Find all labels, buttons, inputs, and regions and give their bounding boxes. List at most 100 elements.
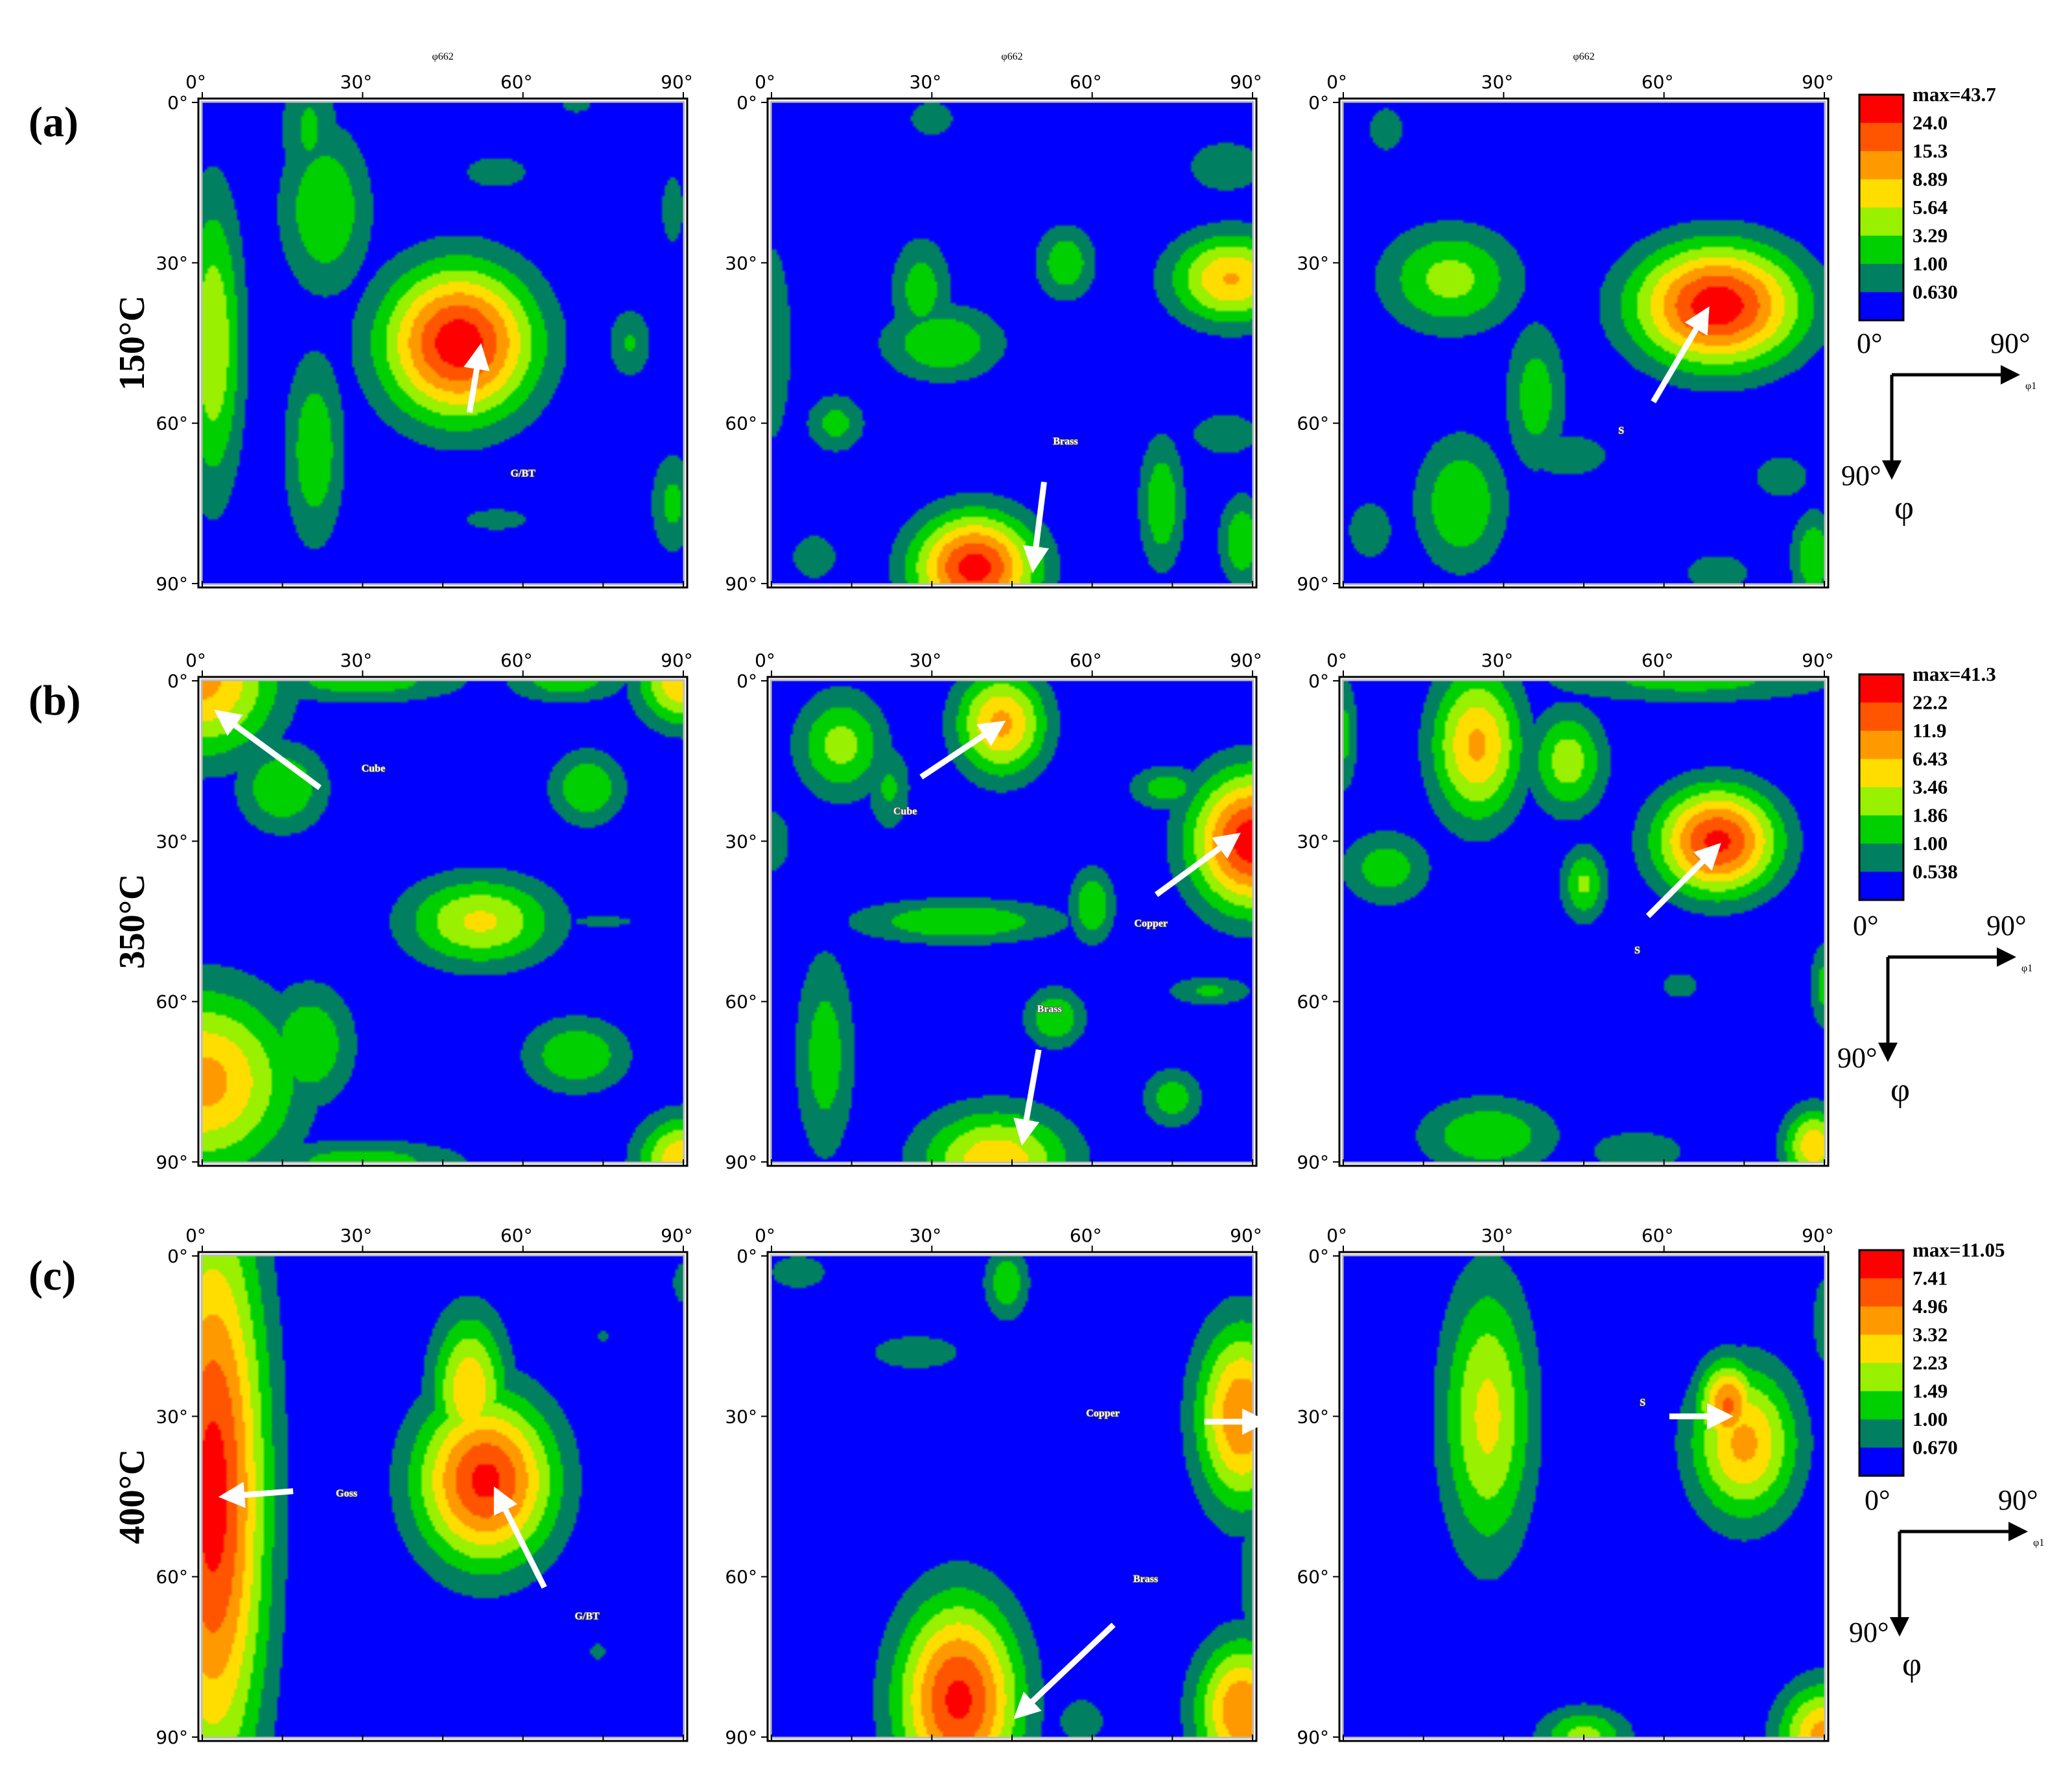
axis-key-y-symbol: φ xyxy=(1890,1072,1910,1109)
legend-level-label: 3.46 xyxy=(1913,775,1948,798)
y-tick-label: 0° xyxy=(167,92,188,113)
y-tick-label: 30° xyxy=(1297,252,1329,274)
annotation-label: G/B58T xyxy=(511,468,536,479)
legend-swatch xyxy=(1859,787,1903,816)
annotation-arrow xyxy=(919,720,1006,780)
legend-swatch xyxy=(1859,815,1903,844)
annotation-label: Goss58 xyxy=(336,1488,357,1499)
annotation-arrow xyxy=(218,1482,294,1508)
y-tick-label: 60° xyxy=(725,991,757,1013)
x-tick-label: 90° xyxy=(1230,71,1262,93)
x-tick-label: 90° xyxy=(1230,650,1262,671)
x-tick-label: 30° xyxy=(910,1225,942,1246)
annotation-label: Cube58 xyxy=(893,806,917,817)
annotation-arrow xyxy=(1013,1049,1042,1146)
annotation-label: Brass58 xyxy=(1053,436,1077,447)
legend-level-label: 7.41 xyxy=(1913,1267,1948,1290)
axis-key-origin: 0° xyxy=(1865,1484,1890,1516)
x-tick-label: 30° xyxy=(1481,71,1514,93)
legend-level-label: 1.00 xyxy=(1913,832,1948,855)
annotation-arrow xyxy=(1013,1622,1116,1720)
annotation-label: Cube58 xyxy=(362,763,385,774)
odf-panel xyxy=(1333,1246,1830,1742)
y-tick-label: 90° xyxy=(1297,1152,1329,1173)
axis-key-x-symbol: φ521 xyxy=(2021,963,2032,974)
annotation-arrow xyxy=(1154,833,1241,897)
annotation-arrow xyxy=(1651,306,1710,403)
odf-heatmap xyxy=(771,102,1253,584)
axis-key: 0° 90° φ521 90° φ xyxy=(1837,910,2032,1109)
y-tick-label: 60° xyxy=(725,413,757,434)
legend-level-label: 1.86 xyxy=(1913,804,1948,827)
legend-swatch xyxy=(1859,1391,1903,1419)
legend-swatch xyxy=(1859,702,1903,731)
legend-level-label: 0.630 xyxy=(1913,281,1958,303)
x-tick-label: 60° xyxy=(1070,71,1102,93)
y-tick-label: 30° xyxy=(156,1406,188,1427)
legend-level-label: 3.32 xyxy=(1913,1323,1948,1346)
y-tick-label: 0° xyxy=(167,1246,188,1267)
axis-key: 0° 90° φ521 90° φ xyxy=(1849,1484,2044,1683)
legend-level-label: 1.49 xyxy=(1913,1380,1948,1402)
y-tick-label: 0° xyxy=(736,670,757,692)
temperature-label: 350°C xyxy=(112,874,152,969)
y-tick-label: 90° xyxy=(156,1727,188,1748)
axis-key-y-symbol: φ xyxy=(1894,490,1914,527)
legend-frame xyxy=(1858,93,1905,322)
y-tick-label: 60° xyxy=(1297,1567,1329,1588)
legend-level-label: 2.23 xyxy=(1913,1351,1948,1374)
annotation-label: Brass58 xyxy=(1037,1004,1062,1015)
y-tick-label: 90° xyxy=(725,1727,757,1748)
annotation-label: Copper58 xyxy=(1086,1408,1120,1419)
x-tick-label: 60° xyxy=(1070,1225,1102,1246)
odf-heatmap xyxy=(1343,102,1824,584)
axis-key-origin: 0° xyxy=(1857,327,1883,359)
legend-level-label: 0.670 xyxy=(1913,1436,1958,1459)
y-tick-label: 90° xyxy=(1297,1727,1329,1748)
temperature-label: 150°C xyxy=(112,296,152,391)
legend-swatch xyxy=(1859,731,1903,759)
legend-level-label: 11.9 xyxy=(1913,719,1947,742)
legend-swatch xyxy=(1859,1278,1903,1307)
annotation-label: S58 xyxy=(1618,425,1624,436)
y-tick-label: 30° xyxy=(1297,1406,1329,1427)
y-tick-label: 30° xyxy=(725,252,757,274)
y-tick-label: 90° xyxy=(725,573,757,595)
y-tick-label: 0° xyxy=(736,1246,757,1267)
x-tick-label: 90° xyxy=(1230,1225,1262,1246)
y-tick-label: 60° xyxy=(156,991,188,1013)
x-tick-label: 0° xyxy=(185,71,206,93)
x-tick-label: 60° xyxy=(1642,71,1674,93)
y-tick-label: 60° xyxy=(1297,991,1329,1013)
legend-level-label: 6.43 xyxy=(1913,748,1948,770)
x-tick-label: 30° xyxy=(340,1225,373,1246)
y-tick-label: 0° xyxy=(1308,670,1329,692)
x-tick-label: 90° xyxy=(1802,650,1834,671)
y-tick-label: 60° xyxy=(1297,413,1329,434)
row-label: (b) xyxy=(29,677,81,724)
color-legend: max=11.05 7.41 4.96 3.32 2.23 1.49 1.00 0.670 xyxy=(1858,1238,2005,1477)
x-tick-label: 30° xyxy=(340,71,373,93)
odf-panel xyxy=(192,92,689,589)
axis-key-x-symbol: φ521 xyxy=(2025,381,2036,392)
annotation-arrow xyxy=(464,343,490,413)
legend-max-label: max=43.7 xyxy=(1913,83,1996,106)
legend-swatch xyxy=(1859,674,1903,703)
legend-level-label: 1.00 xyxy=(1913,1408,1948,1430)
y-tick-label: 60° xyxy=(156,413,188,434)
annotation-arrow xyxy=(1022,481,1050,573)
legend-swatch xyxy=(1859,292,1903,320)
legend-swatch xyxy=(1859,1307,1903,1335)
axis-key-y-symbol: φ xyxy=(1902,1646,1922,1683)
annotation-label: Brass58 xyxy=(1133,1574,1158,1585)
column-title: φ662 xyxy=(1001,51,1022,62)
y-tick-label: 30° xyxy=(156,831,188,852)
legend-max-label: max=11.05 xyxy=(1913,1238,2005,1261)
legend-swatch xyxy=(1859,95,1903,123)
row-label: (c) xyxy=(29,1252,76,1299)
legend-level-label: 5.64 xyxy=(1913,196,1948,219)
legend-swatch xyxy=(1859,264,1903,292)
x-tick-label: 60° xyxy=(500,1225,533,1246)
annotation-arrow xyxy=(493,1486,547,1589)
legend-swatch xyxy=(1859,1334,1903,1363)
